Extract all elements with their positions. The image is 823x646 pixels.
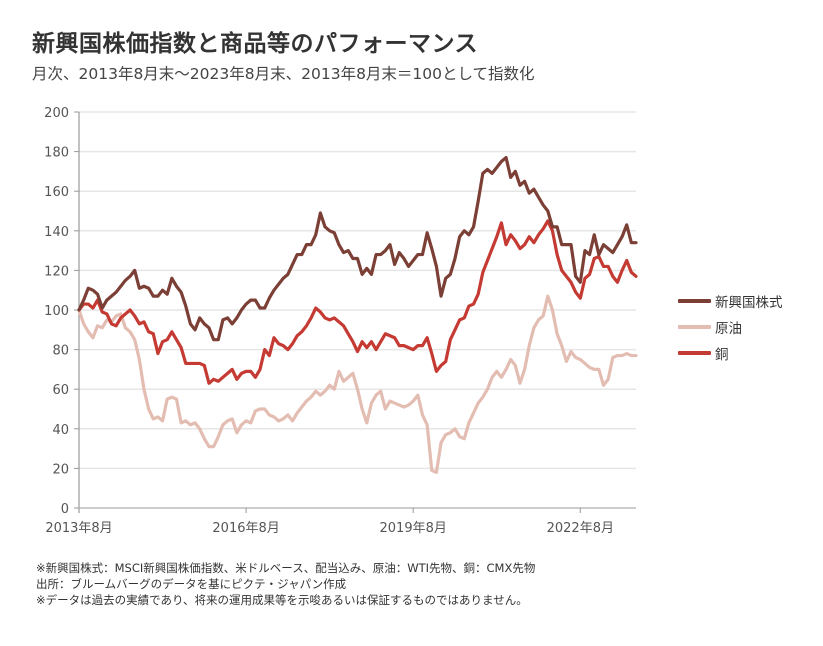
x-tick-label: 2022年8月 [547,521,614,536]
legend-label-copper: 銅 [715,347,729,363]
footnote-source: 出所：ブルームバーグのデータを基にピクテ・ジャパン作成 [36,577,347,591]
x-axis: 2013年8月 2016年8月 2019年8月 2022年8月 [45,507,636,536]
series-lines [77,155,638,474]
y-tick-label: 160 [44,185,69,200]
footnote-definitions: ※新興国株式：MSCI新興国株価指数、米ドルベース、配当込み、原油：WTI先物、… [36,561,536,575]
y-axis: 0 20 40 60 80 100 120 140 160 180 200 [44,106,80,517]
x-tick-label: 2019年8月 [380,521,447,536]
x-tick-label: 2013年8月 [45,521,112,536]
series-line-copper [77,219,638,385]
x-tick-label: 2016年8月 [212,521,279,536]
y-tick-label: 120 [44,264,69,279]
legend-item-oil: 原油 [678,314,783,340]
y-tick-label: 140 [44,225,69,240]
legend-swatch-copper [678,351,711,355]
legend-label-em-equity: 新興国株式 [715,295,783,311]
chart-subtitle: 月次、2013年8月末～2023年8月末、2013年8月末＝100として指数化 [32,65,535,83]
y-tick-label: 60 [52,383,69,398]
y-tick-label: 80 [52,344,69,359]
legend-item-em-equity: 新興国株式 [678,288,783,314]
series-line-oil [77,294,638,474]
y-tick-label: 180 [44,146,69,161]
legend-swatch-oil [678,325,711,329]
chart-title: 新興国株価指数と商品等のパフォーマンス [32,31,479,57]
legend-label-oil: 原油 [715,321,742,337]
legend: 新興国株式 原油 銅 [678,288,783,366]
line-chart: 0 20 40 60 80 100 120 140 160 180 200 2013年8月 2016年… [44,106,638,536]
y-tick-label: 0 [61,502,69,517]
gridlines [79,111,636,470]
footnote-disclaimer: ※データは過去の実績であり、将来の運用成果等を示唆あるいは保証するものではありま… [36,593,528,607]
y-tick-label: 20 [52,462,69,477]
y-tick-label: 200 [44,106,69,121]
legend-item-copper: 銅 [678,340,783,366]
footnotes: ※新興国株式：MSCI新興国株価指数、米ドルベース、配当込み、原油：WTI先物、… [36,560,535,608]
y-tick-label: 100 [44,304,69,319]
series-line-em-equity [77,155,638,342]
y-tick-label: 40 [52,423,69,438]
legend-swatch-em-equity [678,299,711,303]
